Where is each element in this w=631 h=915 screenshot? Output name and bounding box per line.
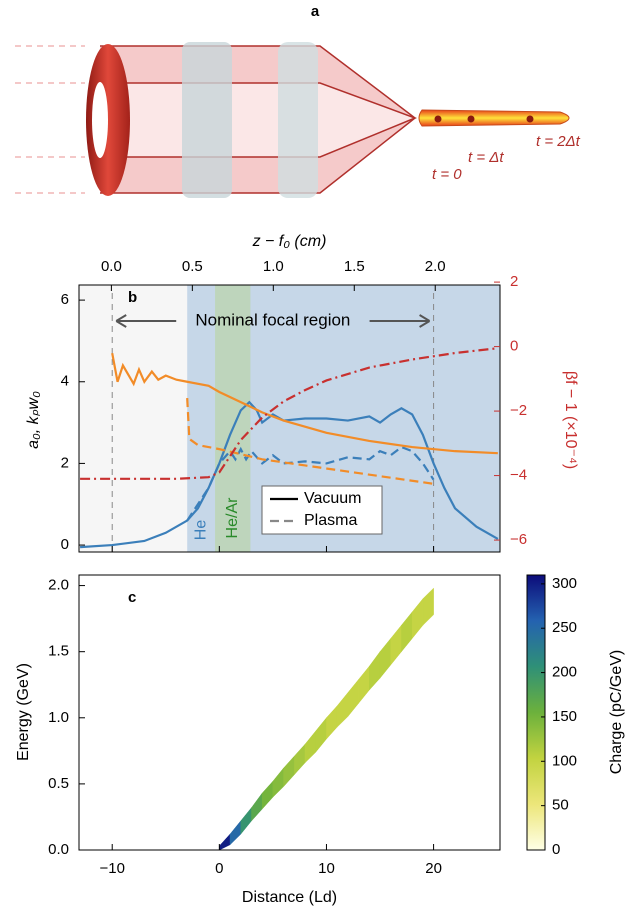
colorbar-tick-label: 50 bbox=[552, 797, 569, 814]
colorbar-tick-label: 200 bbox=[552, 664, 577, 681]
colorbar-tick-label: 250 bbox=[552, 619, 577, 636]
x-tick-label: 0 bbox=[215, 860, 223, 877]
time-label: t = 2Δt bbox=[536, 133, 581, 150]
time-label: t = 0 bbox=[432, 166, 462, 183]
focal-line bbox=[418, 109, 570, 127]
y-tick-label: 0.5 bbox=[48, 775, 69, 792]
lens bbox=[278, 42, 318, 198]
heat-cell bbox=[422, 587, 434, 626]
arrow bbox=[115, 314, 177, 328]
y-axis-label: a₀, kₚw₀ bbox=[25, 391, 42, 449]
beam-edges bbox=[100, 45, 418, 194]
x2-tick-label: 0.5 bbox=[182, 258, 203, 275]
y-axis-label: Energy (GeV) bbox=[15, 663, 32, 761]
legend-box bbox=[261, 485, 383, 535]
legend-label: Vacuum bbox=[304, 490, 362, 507]
x2-axis-label: z − f₀ (cm) bbox=[252, 233, 327, 250]
colorbar bbox=[526, 574, 546, 851]
plot-frame bbox=[78, 574, 501, 851]
annotation: Nominal focal region bbox=[195, 310, 350, 329]
y2-tick-label: 0 bbox=[510, 338, 518, 355]
colorbar-tick-label: 150 bbox=[552, 708, 577, 725]
y2-tick-label: −2 bbox=[510, 402, 527, 419]
x-axis-label: Distance (Ld) bbox=[242, 889, 337, 906]
plot-background bbox=[79, 575, 500, 850]
colorbar-tick-label: 300 bbox=[552, 575, 577, 592]
y-tick-label: 4 bbox=[61, 373, 69, 390]
y-tick-label: 6 bbox=[61, 291, 69, 308]
line-series bbox=[80, 347, 498, 480]
y-tick-label: 0 bbox=[61, 536, 69, 553]
line-series bbox=[186, 398, 434, 485]
x2-tick-label: 1.5 bbox=[344, 258, 365, 275]
y2-tick-label: −4 bbox=[510, 467, 527, 484]
colorbar-label: Charge (pC/GeV) bbox=[608, 650, 625, 775]
region-label: He/Ar bbox=[224, 497, 241, 539]
pulse bbox=[467, 115, 475, 123]
x-tick-label: 20 bbox=[425, 860, 442, 877]
y2-tick-label: −6 bbox=[510, 531, 527, 548]
panel-label: b bbox=[128, 289, 137, 306]
y-tick-label: 1.0 bbox=[48, 709, 69, 726]
x-tick-label: −10 bbox=[99, 860, 124, 877]
y2-tick-label: 2 bbox=[510, 273, 518, 290]
time-label: t = Δt bbox=[468, 149, 504, 166]
panel-label: a bbox=[311, 3, 320, 20]
diagram: a t = 0 t = Δt t = 2Δt bbox=[15, 3, 581, 198]
input-beams bbox=[15, 45, 85, 194]
x-tick-label: 10 bbox=[318, 860, 335, 877]
x2-tick-label: 0.0 bbox=[101, 258, 122, 275]
arrow bbox=[369, 314, 431, 328]
pulse bbox=[526, 115, 534, 123]
y-tick-label: 2 bbox=[61, 454, 69, 471]
pulse bbox=[434, 115, 442, 123]
beam-hole bbox=[100, 83, 415, 157]
line-series bbox=[111, 352, 498, 455]
y-tick-label: 2.0 bbox=[48, 577, 69, 594]
region-label: He bbox=[192, 520, 209, 541]
panel-label: c bbox=[128, 589, 136, 606]
axiparabola bbox=[182, 42, 232, 198]
colorbar-tick-label: 100 bbox=[552, 752, 577, 769]
mirror-hole bbox=[92, 82, 108, 158]
y-tick-label: 1.5 bbox=[48, 643, 69, 660]
x2-tick-label: 2.0 bbox=[425, 258, 446, 275]
y2-axis-label: βf − 1 (×10⁻⁴) bbox=[562, 371, 579, 469]
plot-frame bbox=[78, 284, 501, 553]
y-tick-label: 0.0 bbox=[48, 841, 69, 858]
colorbar-tick-label: 0 bbox=[552, 841, 560, 858]
x2-tick-label: 1.0 bbox=[263, 258, 284, 275]
legend-label: Plasma bbox=[304, 512, 357, 529]
region bbox=[215, 285, 251, 552]
